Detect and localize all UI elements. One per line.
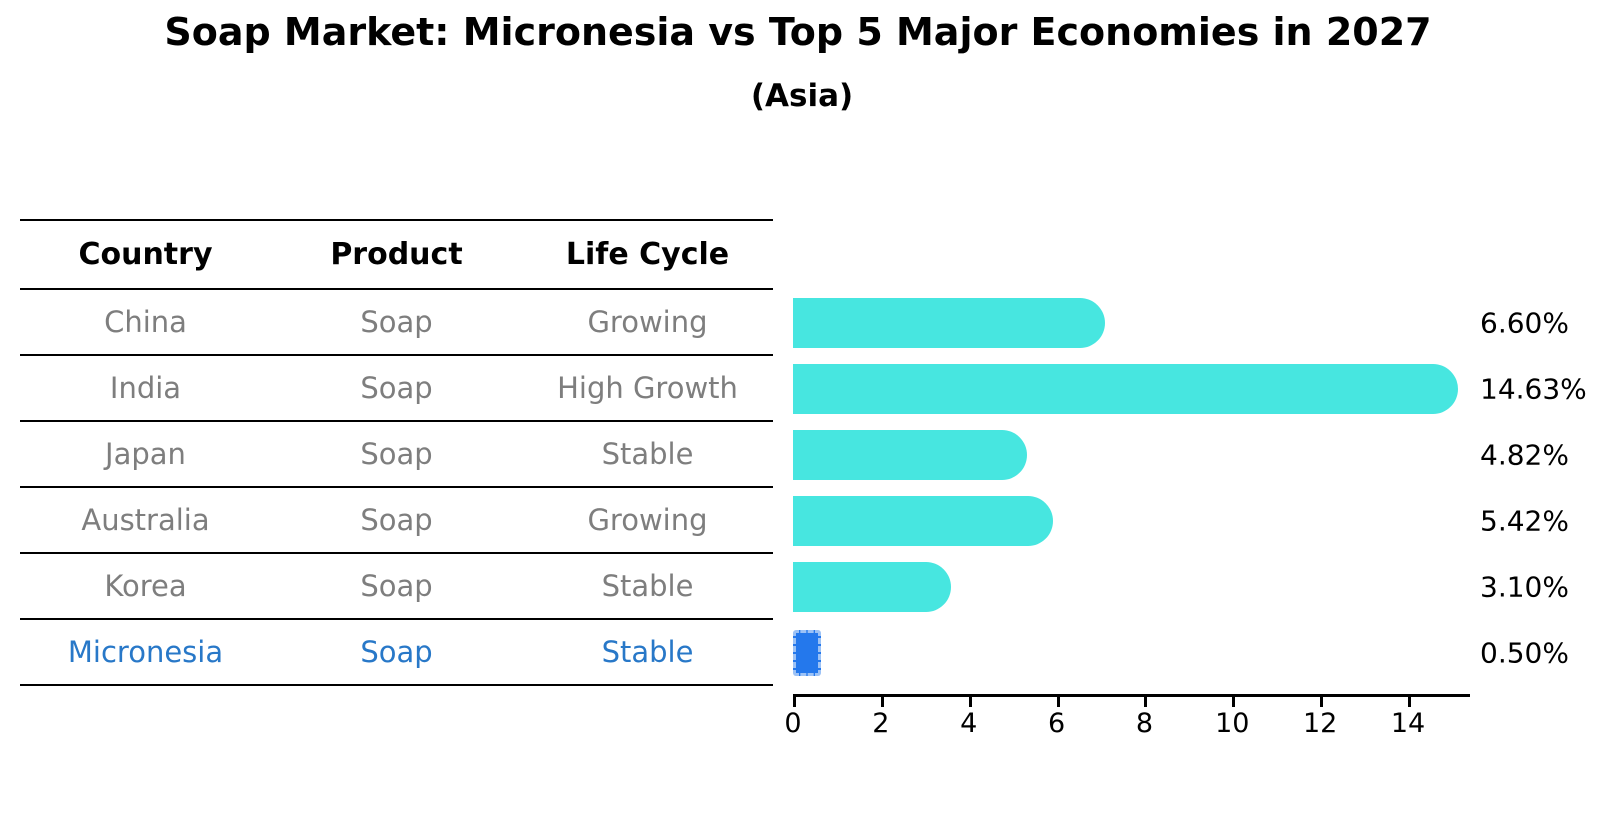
table-cell: High Growth: [557, 371, 738, 405]
table-cell: Soap: [360, 305, 433, 339]
x-axis-tick-label: 10: [1215, 708, 1250, 739]
x-axis-tick: [1320, 697, 1324, 707]
x-axis: [793, 694, 1470, 697]
bar-china: [793, 298, 1105, 348]
table-column-header: Product: [330, 237, 463, 272]
bar-value-label: 14.63%: [1480, 372, 1587, 406]
bar-india: [793, 364, 1458, 414]
table-row: Australia Soap Growing: [20, 488, 773, 554]
country-table: Country Product Life Cycle China Soap Growin…: [20, 219, 773, 686]
x-axis-tick: [968, 697, 972, 707]
chart-title: Soap Market: Micronesia vs Top 5 Major E…: [164, 10, 1432, 54]
table-cell: Soap: [360, 503, 433, 537]
bar-korea: [793, 562, 952, 612]
table-column-header: Life Cycle: [565, 237, 730, 272]
table-cell: Stable: [601, 437, 694, 471]
x-axis-tick-label: 12: [1302, 708, 1338, 739]
bar-australia: [793, 496, 1054, 546]
bar-highlight-micronesia: [793, 630, 821, 676]
bar-japan: [793, 430, 1027, 480]
table-cell: Soap: [360, 371, 433, 405]
table-cell: Soap: [360, 569, 433, 603]
table-cell: Micronesia: [67, 635, 224, 669]
bar-value-label: 4.82%: [1480, 438, 1569, 472]
bar-value-label: 0.50%: [1480, 636, 1569, 670]
table-row: India Soap High Growth: [20, 356, 773, 422]
x-axis-tick-label: 0: [784, 708, 802, 739]
x-axis-tick: [880, 697, 884, 707]
table-header-row: Country Product Life Cycle: [20, 219, 773, 290]
x-axis-tick: [1408, 697, 1412, 707]
x-axis-tick-label: 2: [872, 708, 890, 739]
table-row: Micronesia Soap Stable: [20, 620, 773, 686]
table-cell: Stable: [601, 635, 694, 669]
bar-value-label: 3.10%: [1480, 570, 1569, 604]
chart-subtitle: (Asia): [750, 78, 854, 114]
x-axis-tick: [1056, 697, 1060, 707]
x-axis-tick-label: 4: [960, 708, 978, 739]
table-cell: Soap: [360, 437, 433, 471]
table-cell: Japan: [105, 437, 186, 471]
table-row: China Soap Growing: [20, 290, 773, 356]
x-axis-tick-label: 6: [1047, 708, 1066, 739]
x-axis-tick: [1232, 697, 1236, 707]
x-axis-tick: [1144, 697, 1148, 707]
x-axis-tick-label: 14: [1390, 708, 1426, 739]
table-cell: Australia: [81, 503, 210, 537]
table-cell: Growing: [587, 305, 708, 339]
table-cell: China: [104, 305, 187, 339]
table-cell: Stable: [601, 569, 694, 603]
table-column-header: Country: [78, 237, 213, 272]
bar-value-label: 5.42%: [1480, 504, 1569, 538]
table-row: Korea Soap Stable: [20, 554, 773, 620]
table-cell: Korea: [104, 569, 187, 603]
table-row: Japan Soap Stable: [20, 422, 773, 488]
table-cell: Soap: [360, 635, 433, 669]
x-axis-tick-label: 8: [1135, 708, 1154, 739]
table-cell: Growing: [587, 503, 708, 537]
table-body: China Soap Growing India Soap High Growth Japa…: [20, 290, 773, 686]
bar-value-label: 6.60%: [1480, 306, 1569, 340]
table-cell: India: [109, 371, 182, 405]
x-axis-tick: [793, 697, 796, 707]
